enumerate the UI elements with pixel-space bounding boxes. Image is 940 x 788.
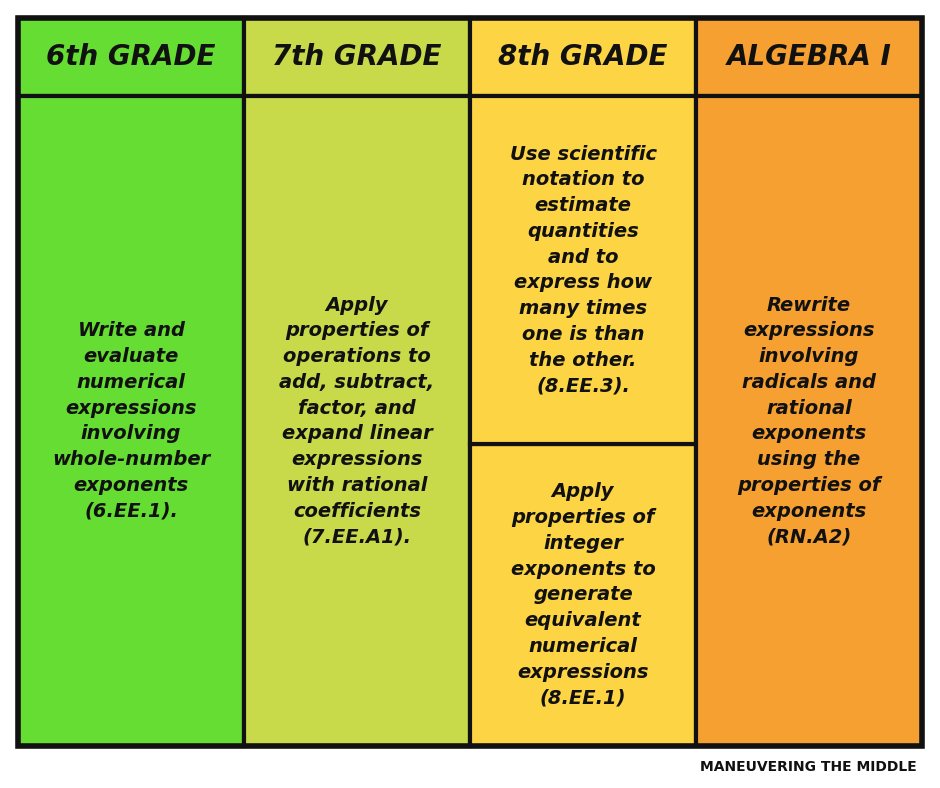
Text: Write and
evaluate
numerical
expressions
involving
whole-number
exponents
(6.EE.: Write and evaluate numerical expressions… [52, 322, 211, 521]
Bar [470, 96, 696, 444]
Text: Apply
properties of
operations to
add, subtract,
factor, and
expand linear
expre: Apply properties of operations to add, s… [279, 296, 434, 546]
Text: 6th GRADE: 6th GRADE [46, 43, 216, 71]
Bar [696, 96, 922, 746]
Text: ALGEBRA I: ALGEBRA I [727, 43, 891, 71]
Text: Apply
properties of
integer
exponents to
generate
equivalent
numerical
expressio: Apply properties of integer exponents to… [510, 482, 655, 708]
Bar [244, 96, 470, 746]
Bar [244, 18, 470, 96]
Bar [696, 18, 922, 96]
Bar [18, 18, 244, 96]
Bar [470, 18, 696, 96]
Text: Rewrite
expressions
involving
radicals and
rational
exponents
using the
properti: Rewrite expressions involving radicals a… [737, 296, 881, 546]
Text: MANEUVERING THE MIDDLE: MANEUVERING THE MIDDLE [700, 760, 917, 774]
Text: 7th GRADE: 7th GRADE [273, 43, 442, 71]
Text: 8th GRADE: 8th GRADE [498, 43, 667, 71]
Bar [18, 96, 244, 746]
Text: Use scientific
notation to
estimate
quantities
and to
express how
many times
one: Use scientific notation to estimate quan… [509, 144, 656, 396]
Bar [470, 444, 696, 746]
